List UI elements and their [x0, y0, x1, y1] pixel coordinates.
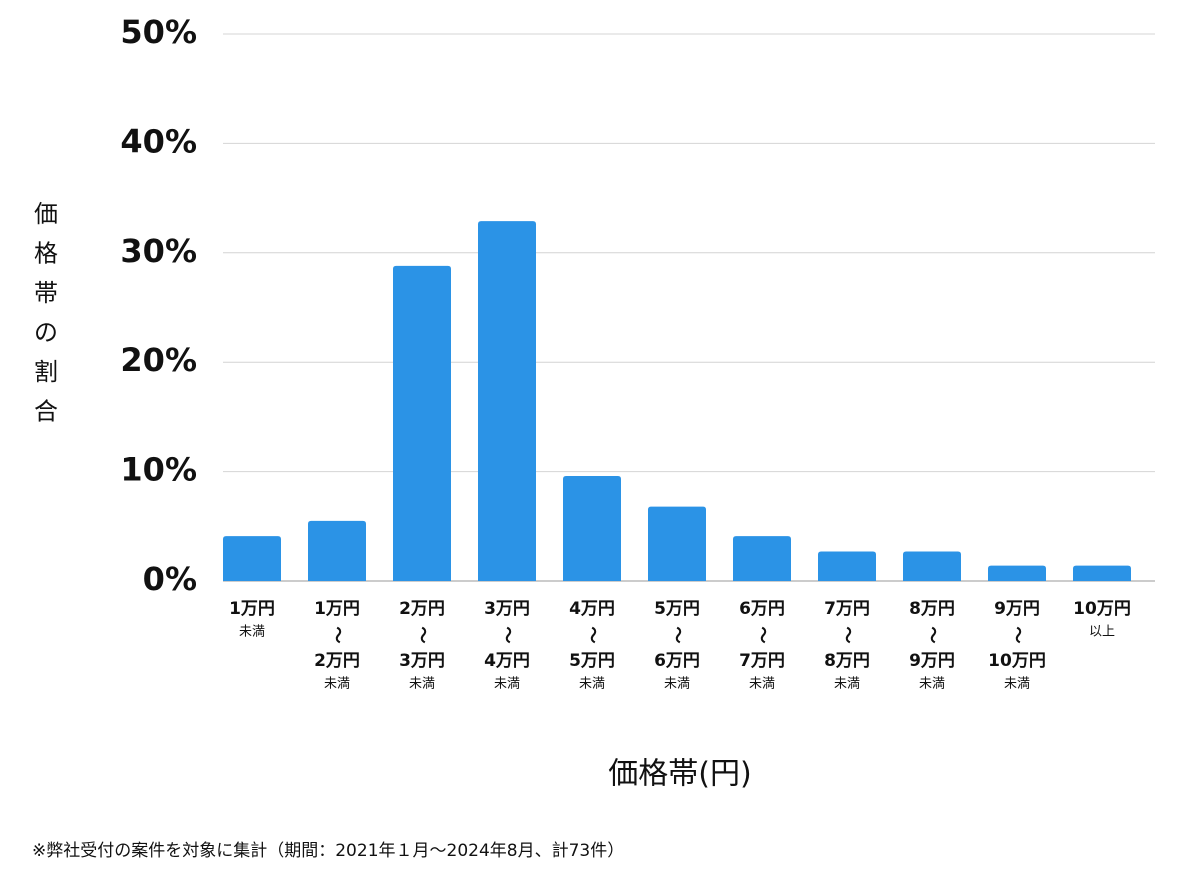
x-tick-label: 6万円 [654, 651, 700, 671]
x-tick-label: 2万円 [399, 599, 445, 619]
x-tick-label: 〜 [497, 627, 517, 644]
y-tick-label: 20% [120, 341, 197, 379]
x-tick-label: 6万円 [739, 599, 785, 619]
x-tick-label: 3万円 [399, 651, 445, 671]
x-tick-label: 2万円 [314, 651, 360, 671]
bar [1073, 565, 1131, 581]
bar [988, 565, 1046, 581]
x-tick-label: 以上 [1089, 625, 1115, 640]
x-tick-label: 〜 [327, 627, 347, 644]
x-tick-label: 未満 [409, 677, 435, 692]
x-tick-label: 〜 [752, 627, 772, 644]
x-tick-label: 4万円 [569, 599, 615, 619]
x-tick-label: 1万円 [229, 599, 275, 619]
bar [223, 536, 281, 581]
x-tick-label: 〜 [1007, 627, 1027, 644]
x-tick-label: 未満 [1004, 677, 1030, 692]
x-tick-label: 9万円 [909, 651, 955, 671]
x-tick-label: 7万円 [824, 599, 870, 619]
y-tick-label: 0% [143, 560, 197, 598]
bar [478, 221, 536, 581]
x-tick-label: 5万円 [654, 599, 700, 619]
footnote: ※弊社受付の案件を対象に集計（期間：2021年１月～2024年8月、計73件） [32, 841, 624, 861]
x-tick-label: 未満 [664, 677, 690, 692]
y-tick-label: 10% [120, 451, 197, 489]
x-tick-label: 10万円 [988, 651, 1046, 671]
bar [393, 265, 451, 581]
x-tick-label: 5万円 [569, 651, 615, 671]
x-tick-label: 未満 [919, 677, 945, 692]
x-tick-label: 〜 [412, 627, 432, 644]
y-tick-label: 40% [120, 122, 197, 160]
y-tick-label: 50% [120, 13, 197, 51]
x-tick-label: 7万円 [739, 651, 785, 671]
x-tick-label: 未満 [749, 677, 775, 692]
x-tick-label: 未満 [324, 677, 350, 692]
bar [648, 506, 706, 581]
x-tick-label: 未満 [834, 677, 860, 692]
y-axis-label: 価格帯の割合 [34, 200, 58, 426]
x-tick-label: 1万円 [314, 599, 360, 619]
x-tick-label: 9万円 [994, 599, 1040, 619]
x-tick-label: 〜 [922, 627, 942, 644]
bar [733, 536, 791, 581]
bar [903, 551, 961, 581]
x-tick-label: 未満 [494, 677, 520, 692]
x-tick-label: 〜 [667, 627, 687, 644]
y-tick-label: 30% [120, 232, 197, 270]
x-tick-label: 未満 [579, 677, 605, 692]
x-tick-label: 〜 [582, 627, 602, 644]
x-tick-label: 8万円 [909, 599, 955, 619]
x-tick-label: 未満 [239, 625, 265, 640]
bar [563, 475, 621, 581]
x-tick-label: 3万円 [484, 599, 530, 619]
x-axis-label: 価格帯(円) [608, 757, 751, 792]
bar [308, 520, 366, 581]
x-tick-label: 8万円 [824, 651, 870, 671]
x-tick-label: 4万円 [484, 651, 530, 671]
x-tick-label: 10万円 [1073, 599, 1131, 619]
x-tick-label: 〜 [837, 627, 857, 644]
bar [818, 551, 876, 581]
